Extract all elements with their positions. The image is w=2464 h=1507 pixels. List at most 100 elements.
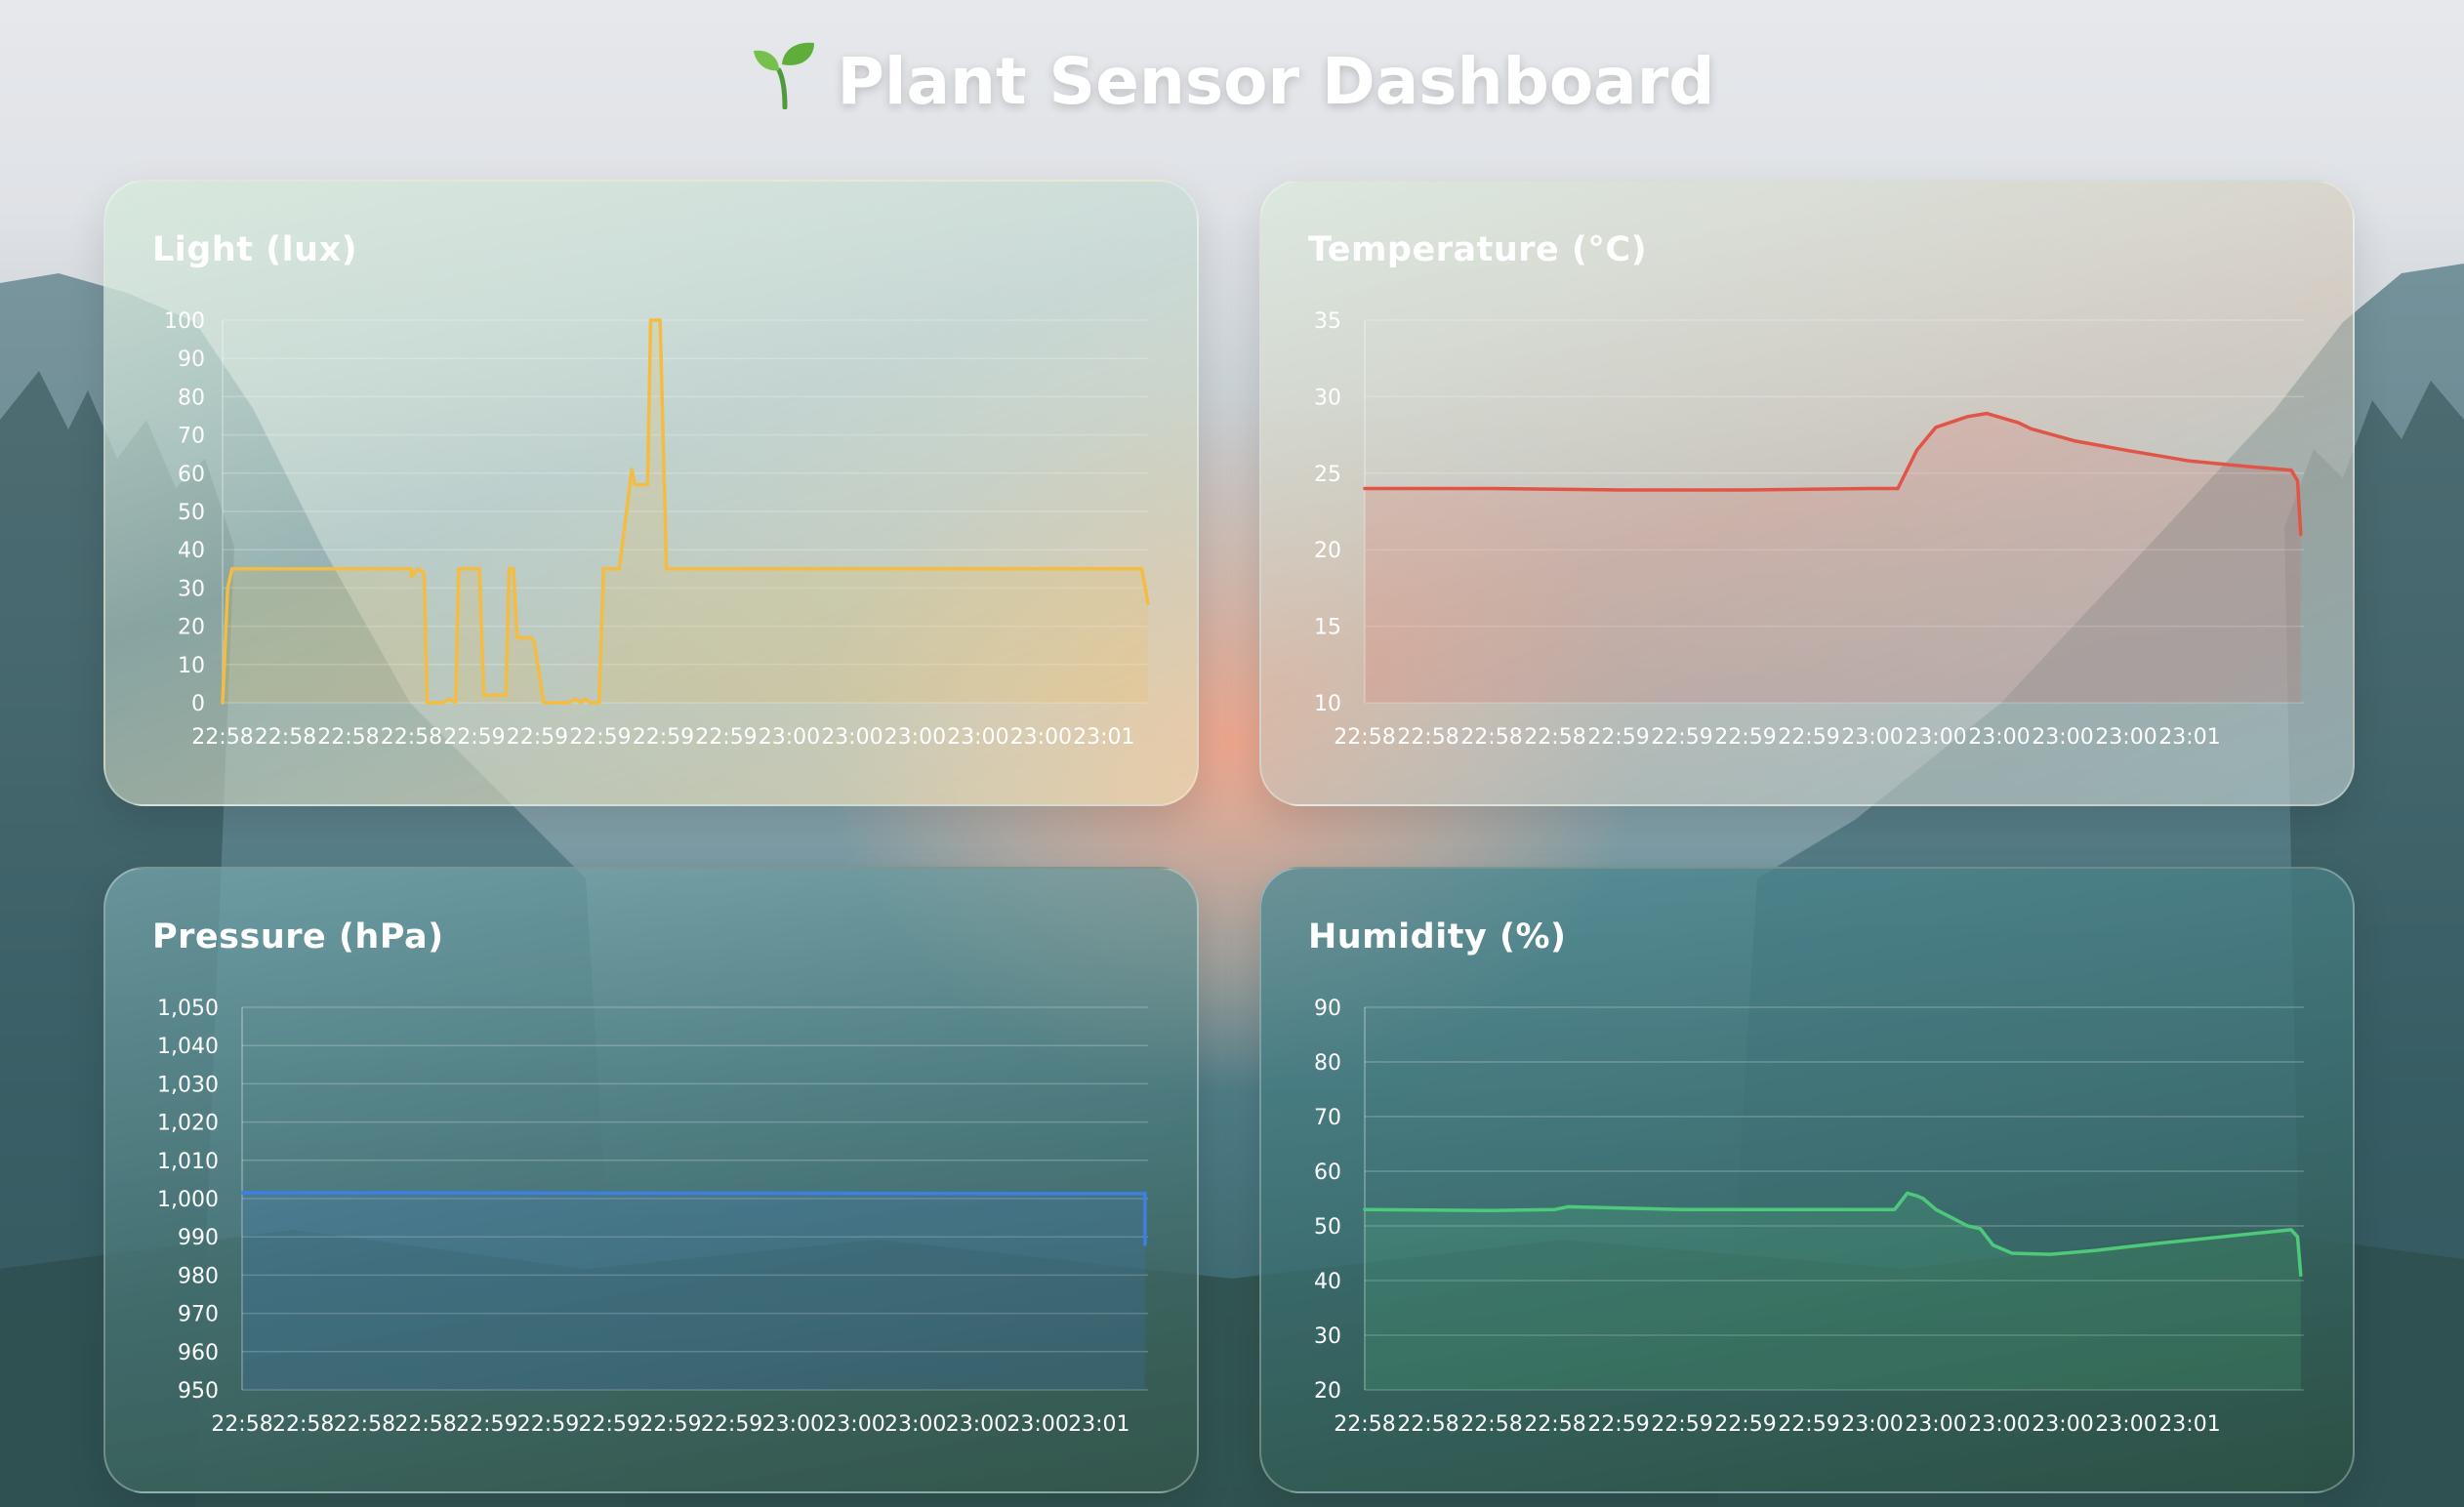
x-tick-label: 22:59 <box>1651 725 1712 750</box>
x-tick-label: 23:00 <box>1968 1412 2030 1437</box>
y-tick-label: 1,020 <box>157 1112 219 1136</box>
y-tick-label: 1,030 <box>157 1073 219 1097</box>
temperature-chart-title: Temperature (°C) <box>1308 230 1648 269</box>
x-tick-label: 22:59 <box>695 725 757 750</box>
y-tick-label: 30 <box>1314 386 1341 410</box>
x-tick-label: 22:59 <box>1778 725 1839 750</box>
x-tick-label: 22:58 <box>272 1412 334 1437</box>
x-tick-label: 23:00 <box>1010 725 1072 750</box>
x-tick-label: 22:59 <box>517 1412 579 1437</box>
y-tick-label: 10 <box>1314 692 1341 716</box>
y-tick-label: 1,040 <box>157 1035 219 1059</box>
x-tick-label: 23:00 <box>947 725 1008 750</box>
x-tick-label: 22:58 <box>317 725 379 750</box>
y-tick-label: 990 <box>178 1226 219 1250</box>
light-series-line <box>221 318 1150 705</box>
x-tick-label: 22:59 <box>1778 1412 1839 1437</box>
y-tick-label: 30 <box>178 577 205 601</box>
x-tick-label: 23:00 <box>2032 725 2093 750</box>
x-tick-label: 22:58 <box>1460 725 1522 750</box>
x-tick-label: 22:59 <box>1714 1412 1776 1437</box>
humidity-chart-card: Humidity (%) 20 30 40 50 60 70 80 90 22:58 22:58 2… <box>1259 867 2355 1493</box>
temperature-chart-card: Temperature (°C) 10 15 20 25 30 35 22:58 22:58 2… <box>1259 180 2355 806</box>
y-tick-label: 950 <box>178 1379 219 1404</box>
x-tick-label: 22:58 <box>381 725 442 750</box>
x-tick-label: 22:58 <box>1334 725 1395 750</box>
x-tick-label: 22:59 <box>579 1412 640 1437</box>
y-tick-label: 1,010 <box>157 1150 219 1174</box>
x-tick-label: 23:00 <box>821 725 883 750</box>
light-chart-title: Light (lux) <box>152 230 358 269</box>
y-tick-label: 60 <box>178 463 205 487</box>
x-tick-label: 22:59 <box>639 1412 701 1437</box>
x-tick-label: 23:01 <box>1068 1412 1129 1437</box>
pressure-chart: 950 960 970 980 990 1,000 1,010 1,020 1,030 1,040… <box>157 997 1148 1437</box>
y-tick-label: 25 <box>1314 463 1341 487</box>
y-tick-label: 70 <box>1314 1106 1341 1130</box>
x-tick-label: 23:00 <box>946 1412 1007 1437</box>
pressure-chart-card: Pressure (hPa) 950 960 970 980 990 1,000 1,010… <box>103 867 1199 1493</box>
x-tick-label: 22:59 <box>701 1412 762 1437</box>
x-tick-label: 23:00 <box>2095 1412 2156 1437</box>
y-tick-label: 980 <box>178 1264 219 1288</box>
x-tick-label: 22:59 <box>1587 725 1649 750</box>
x-tick-label: 22:58 <box>1334 1412 1395 1437</box>
x-tick-label: 22:58 <box>255 725 316 750</box>
x-tick-label: 23:00 <box>1968 725 2030 750</box>
x-tick-label: 22:59 <box>1587 1412 1649 1437</box>
x-tick-label: 23:01 <box>2158 725 2220 750</box>
y-tick-label: 40 <box>178 539 205 563</box>
seedling-icon <box>750 39 820 125</box>
temperature-series-line <box>1363 411 2303 537</box>
y-tick-label: 100 <box>164 309 205 334</box>
temperature-series-area <box>1365 413 2301 703</box>
x-tick-label: 22:58 <box>394 1412 456 1437</box>
x-tick-label: 22:59 <box>456 1412 517 1437</box>
page-title: Plant Sensor Dashboard <box>837 44 1715 119</box>
x-tick-label: 23:00 <box>2095 725 2156 750</box>
x-tick-label: 22:59 <box>443 725 505 750</box>
x-tick-label: 22:59 <box>1714 725 1776 750</box>
x-tick-label: 23:00 <box>1905 725 1966 750</box>
x-tick-label: 22:58 <box>1397 725 1458 750</box>
y-tick-label: 90 <box>1314 997 1341 1021</box>
x-tick-label: 23:00 <box>759 725 820 750</box>
y-tick-label: 1,000 <box>157 1188 219 1212</box>
y-tick-label: 10 <box>178 654 205 678</box>
x-tick-label: 22:58 <box>1524 725 1585 750</box>
x-tick-label: 23:00 <box>1905 1412 1966 1437</box>
pressure-chart-title: Pressure (hPa) <box>152 917 444 957</box>
x-tick-label: 23:00 <box>1006 1412 1068 1437</box>
y-tick-label: 30 <box>1314 1324 1341 1349</box>
y-tick-label: 20 <box>178 616 205 640</box>
x-tick-label: 22:59 <box>569 725 631 750</box>
y-tick-label: 960 <box>178 1341 219 1365</box>
y-tick-label: 20 <box>1314 1379 1341 1404</box>
x-tick-label: 23:00 <box>1841 725 1903 750</box>
humidity-chart-title: Humidity (%) <box>1308 917 1567 957</box>
y-tick-label: 60 <box>1314 1161 1341 1185</box>
x-tick-label: 23:00 <box>823 1412 884 1437</box>
x-tick-label: 22:59 <box>507 725 568 750</box>
x-tick-label: 23:00 <box>884 725 946 750</box>
y-tick-label: 1,050 <box>157 997 219 1021</box>
y-tick-label: 15 <box>1314 616 1341 640</box>
y-tick-label: 35 <box>1314 309 1341 334</box>
dashboard-header: Plant Sensor Dashboard <box>0 39 2464 125</box>
y-tick-label: 50 <box>178 501 205 525</box>
x-tick-label: 22:58 <box>1397 1412 1458 1437</box>
y-tick-label: 20 <box>1314 539 1341 563</box>
x-tick-label: 23:00 <box>884 1412 946 1437</box>
x-tick-label: 23:00 <box>1841 1412 1903 1437</box>
y-tick-label: 0 <box>191 692 205 716</box>
x-tick-label: 22:58 <box>191 725 253 750</box>
humidity-series-line <box>1363 1191 2303 1278</box>
x-tick-label: 22:58 <box>334 1412 395 1437</box>
y-tick-label: 70 <box>178 425 205 449</box>
x-tick-label: 22:59 <box>1651 1412 1712 1437</box>
light-chart-card: Light (lux) 0 10 20 30 40 50 60 70 80 90 100 22:58 2… <box>103 180 1199 806</box>
y-tick-label: 90 <box>178 347 205 372</box>
y-tick-label: 970 <box>178 1303 219 1327</box>
